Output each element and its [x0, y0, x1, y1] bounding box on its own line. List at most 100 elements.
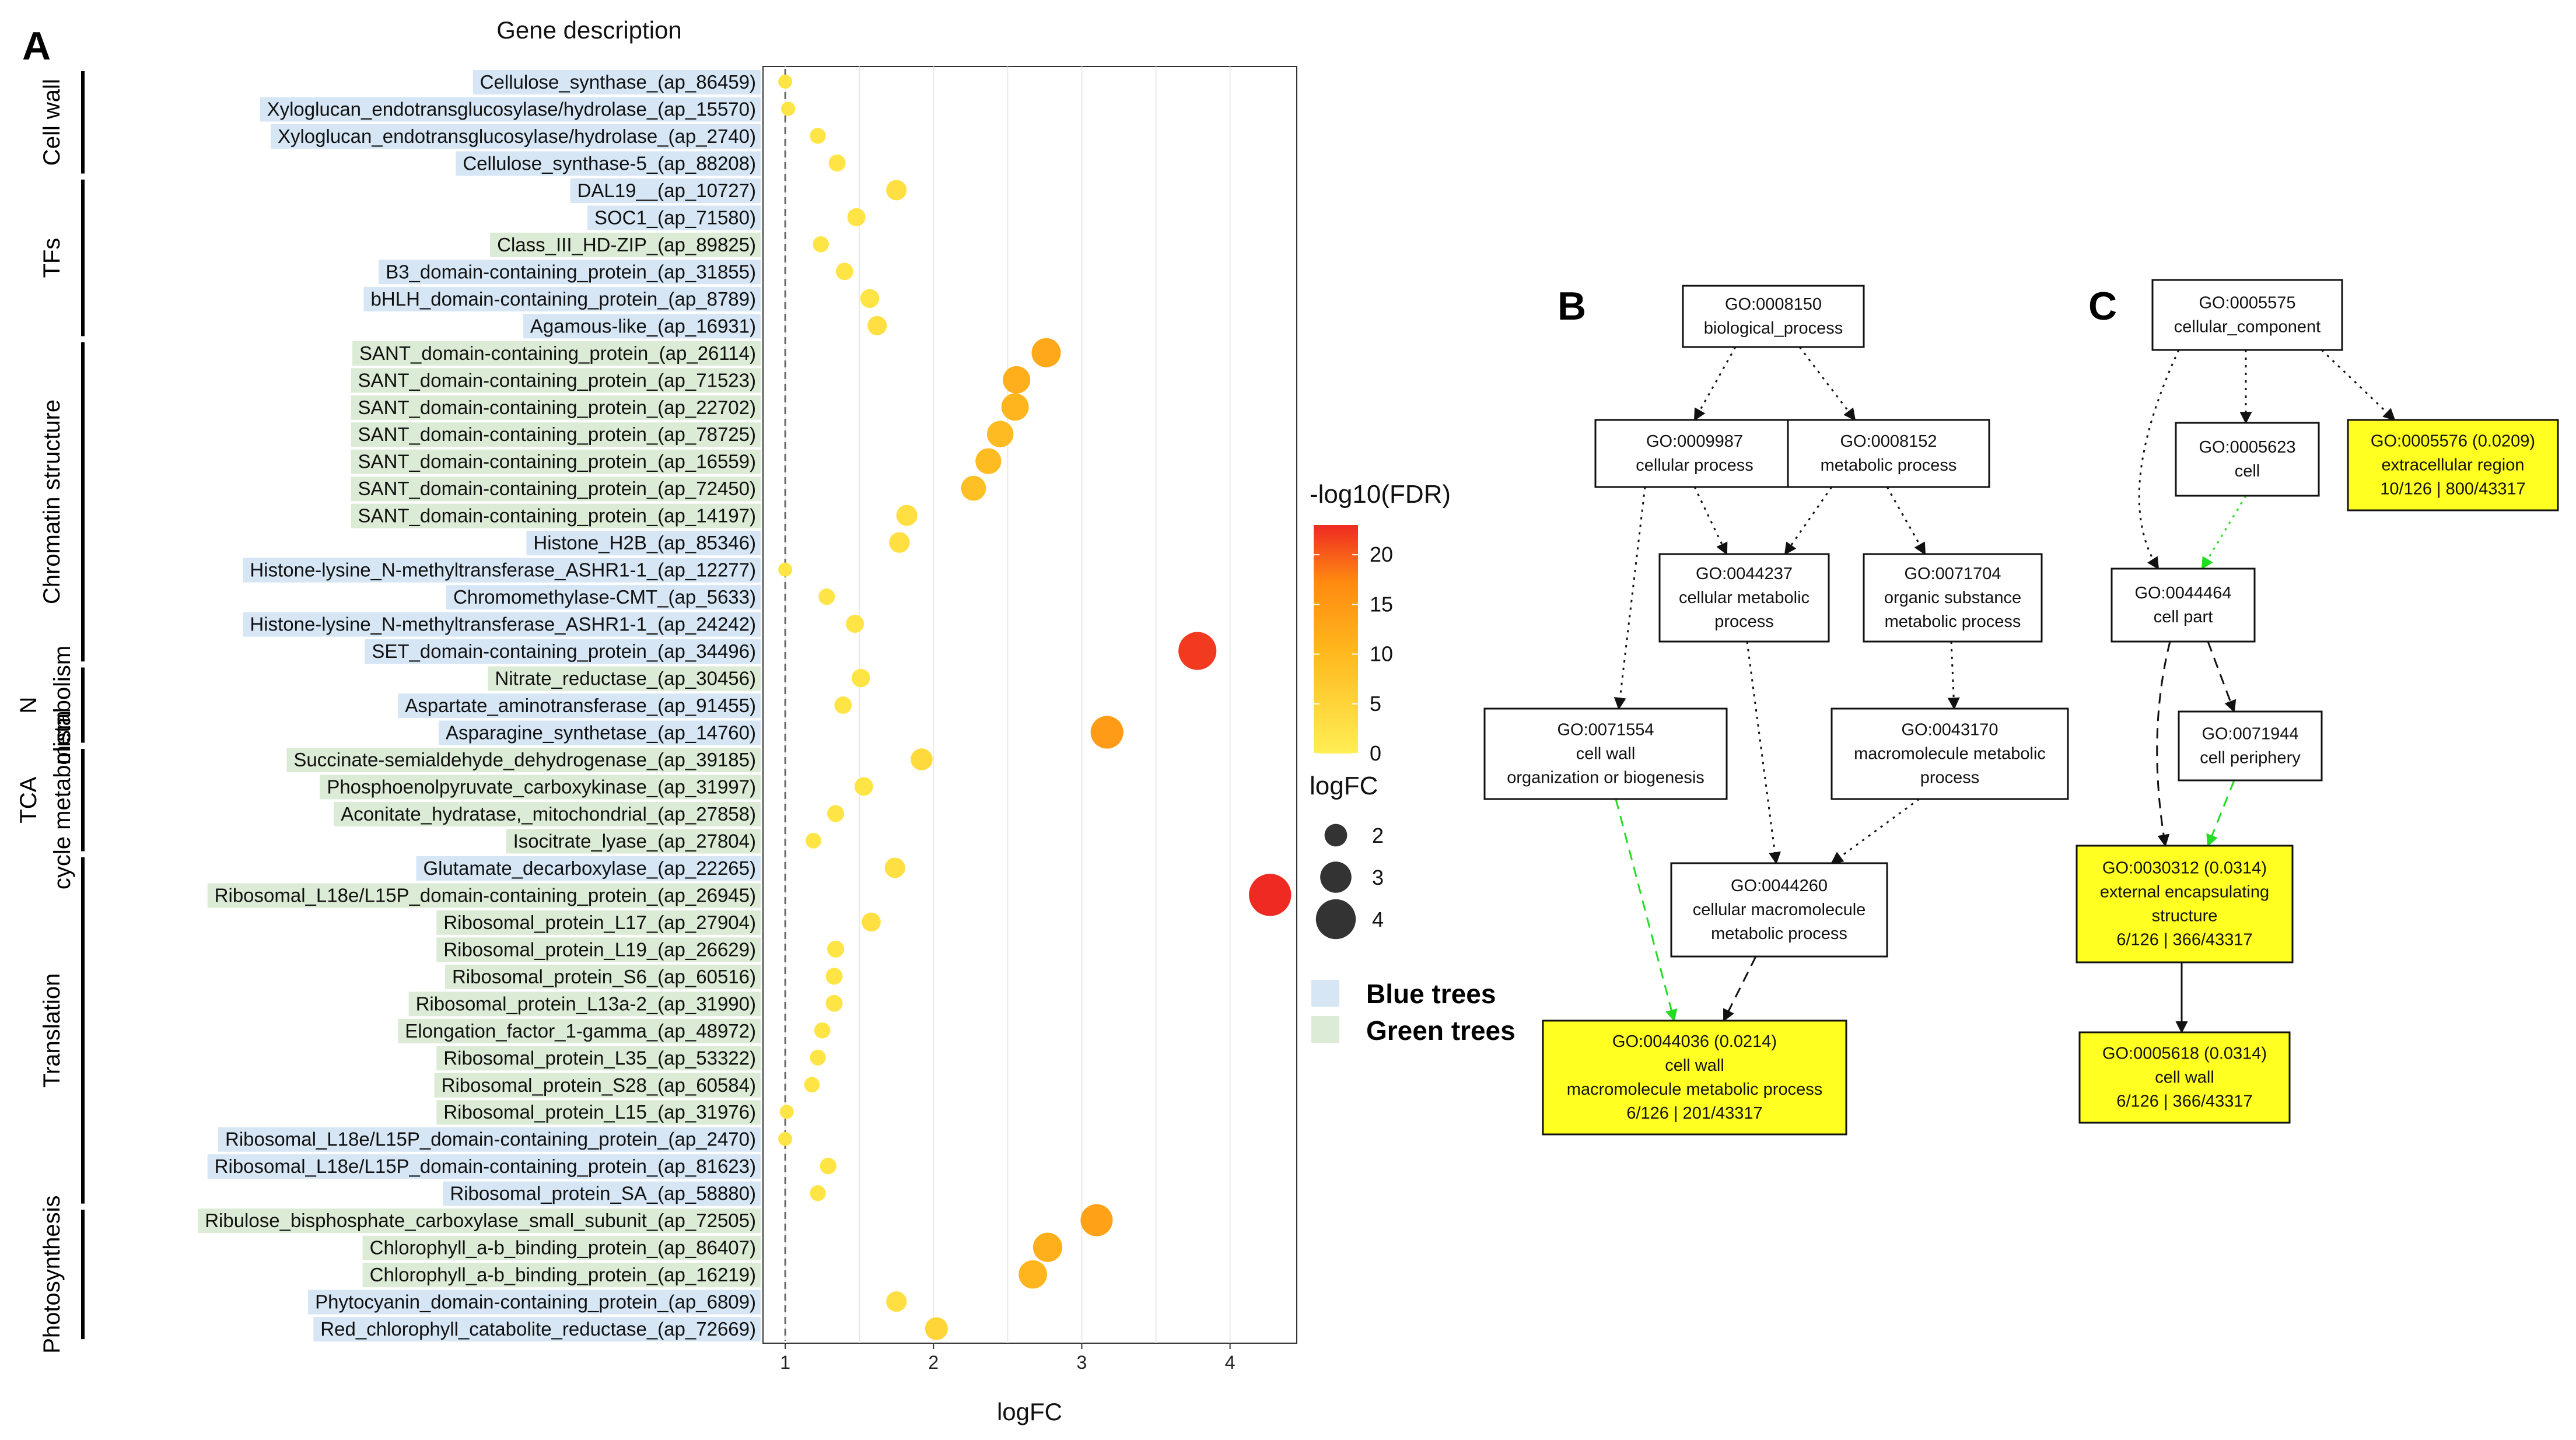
gene-band-green	[444, 964, 761, 989]
gene-label: Ribosomal_protein_S28_(ap_60584)	[442, 1074, 756, 1096]
go-node-text: GO:0009987	[1646, 432, 1743, 451]
data-points	[778, 75, 1292, 1340]
gene-label: Ribosomal_protein_L35_(ap_53322)	[443, 1047, 756, 1068]
edge-c-cpart-cper	[2207, 641, 2236, 713]
edge-b-cwo-cwm	[1615, 798, 1678, 1022]
gene-band-blue	[308, 1290, 761, 1315]
x-axis-ticks: 1 2 3 4	[780, 1343, 1236, 1373]
gene-band-green	[351, 368, 761, 393]
edge-b-cp-cmp	[1693, 486, 1728, 555]
data-point	[810, 128, 826, 144]
go-node-cmp: GO:0044237 cellular metabolic process	[1658, 553, 1830, 643]
fdr-legend-ticks: 20 15 10 5 0	[1314, 542, 1393, 765]
data-point	[925, 1317, 948, 1340]
size-legend: 2 3 4	[1315, 824, 1384, 940]
gene-band-blue	[446, 585, 761, 610]
gene-label: Ribosomal_protein_L19_(ap_26629)	[443, 938, 756, 960]
go-node-text: cell wall	[2155, 1068, 2214, 1087]
gene-label: SOC1_(ap_71580)	[594, 206, 756, 228]
data-point	[779, 1105, 794, 1119]
gene-band-blue	[260, 97, 761, 122]
gene-band-green	[436, 1046, 761, 1071]
gene-label: Ribosomal_protein_L13a-2_(ap_31990)	[416, 993, 756, 1014]
go-node-box	[1787, 419, 1990, 488]
go-node-text: GO:0005576 (0.0209)	[2371, 432, 2535, 451]
blue-trees-swatch	[1311, 980, 1339, 1007]
category-label-part: metabolism	[50, 646, 75, 765]
data-point	[827, 940, 845, 958]
go-node-text: cellular_component	[2174, 318, 2320, 337]
go-term-nodes: GO:0008150 biological_process GO:0009987 ce…	[1483, 279, 2559, 1136]
go-node-box	[1670, 862, 1888, 958]
go-node-text: GO:0043170	[1901, 721, 1998, 740]
go-node-text: GO:0044464	[2134, 584, 2231, 602]
go-node-osm: GO:0071704 organic substance metabolic pro…	[1863, 553, 2043, 643]
size-legend-label: 2	[1372, 824, 1384, 847]
data-point	[975, 448, 1002, 474]
go-node-text: GO:0005575	[2199, 294, 2295, 313]
gene-band-green	[362, 1235, 761, 1260]
x-tick-label: 1	[780, 1352, 790, 1373]
go-node-cwm: GO:0044036 (0.0214) cell wall macromolecul…	[1542, 1019, 1847, 1136]
data-point	[867, 316, 887, 335]
edge-c-cell-cpart	[2201, 495, 2247, 570]
data-point	[1090, 716, 1124, 749]
gene-label: Ribosomal_L18e/L15P_domain-containing_pr…	[215, 1155, 756, 1177]
go-node-text: cell	[2235, 462, 2260, 481]
gene-band-green	[434, 1073, 761, 1098]
go-node-text: GO:0071554	[1557, 721, 1654, 740]
gene-band-green	[398, 1018, 761, 1043]
gene-band-green	[351, 395, 761, 420]
gene-band-green	[320, 775, 761, 800]
gene-label: Xyloglucan_endotransglucosylase/hydrolas…	[278, 125, 756, 147]
x-tick-label: 2	[928, 1352, 939, 1373]
data-point	[1019, 1260, 1047, 1289]
gene-label: Ribosomal_protein_L17_(ap_27904)	[443, 912, 756, 933]
gene-band-blue	[218, 1127, 761, 1152]
gene-band-blue	[379, 260, 761, 285]
gene-label: Ribosomal_protein_SA_(ap_58880)	[450, 1183, 756, 1204]
category-label: Photosynthesis	[39, 1195, 65, 1353]
gene-band-blue	[243, 558, 761, 583]
x-tick-label: 3	[1077, 1352, 1087, 1373]
gene-band-green	[334, 801, 761, 826]
category-label: Translation	[39, 973, 65, 1088]
data-point	[810, 1049, 826, 1066]
go-node-text: GO:0005623	[2199, 438, 2295, 457]
go-node-text: cellular process	[1636, 456, 1753, 475]
gene-label: Ribulose_bisphosphate_carboxylase_small_…	[205, 1210, 756, 1231]
gene-label: Aconitate_hydratase,_mitochondrial_(ap_2…	[341, 803, 756, 825]
go-node-cmm: GO:0044260 cellular macromolecule metaboli…	[1670, 862, 1888, 958]
gene-label: Phytocyanin_domain-containing_protein_(a…	[315, 1291, 756, 1313]
x-tick-label: 4	[1225, 1352, 1236, 1373]
gene-label: SANT_domain-containing_protein_(ap_72450…	[358, 478, 756, 499]
x-axis-title: logFC	[997, 1398, 1062, 1425]
go-node-box	[1831, 707, 2069, 800]
data-point	[825, 968, 843, 985]
go-node-text: GO:0008152	[1840, 432, 1937, 451]
gene-label: Histone-lysine_N-methyltransferase_ASHR1…	[250, 614, 756, 635]
gene-band-green	[436, 937, 761, 962]
data-point	[896, 504, 918, 526]
edge-b-cmp-cmm	[1746, 641, 1781, 865]
data-point	[1001, 393, 1029, 421]
data-point	[1003, 366, 1031, 394]
edge-c-cc-er	[2320, 349, 2396, 421]
data-point	[827, 805, 845, 822]
gene-label: Ribosomal_protein_L15_(ap_31976)	[443, 1101, 756, 1123]
size-legend-label: 4	[1372, 908, 1384, 931]
go-node-cc: GO:0005575 cellular_component	[2151, 279, 2343, 351]
gene-band-blue	[438, 720, 761, 745]
gene-band-blue	[207, 1154, 761, 1179]
gene-band-green	[207, 883, 761, 908]
size-legend-title: logFC	[1310, 772, 1378, 800]
gene-label: SANT_domain-containing_protein_(ap_14197…	[358, 505, 756, 527]
data-point	[1080, 1204, 1113, 1236]
blue-trees-label: Blue trees	[1366, 979, 1496, 1009]
data-point	[886, 1291, 907, 1312]
gene-label: DAL19__(ap_10727)	[578, 180, 756, 201]
data-point	[804, 1077, 820, 1093]
go-node-text: 6/126 | 366/43317	[2116, 931, 2252, 950]
data-point	[810, 1185, 826, 1201]
